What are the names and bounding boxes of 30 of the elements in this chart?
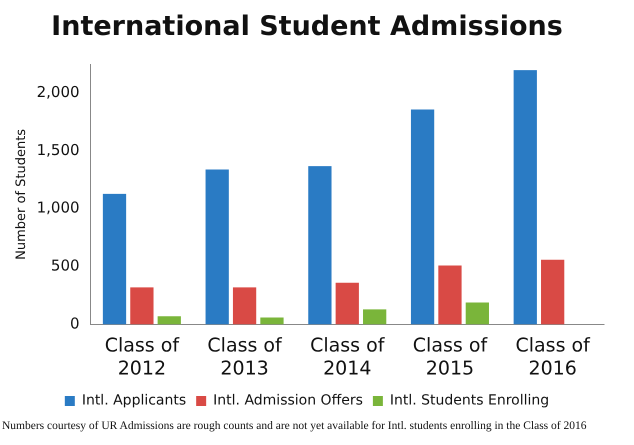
bar <box>130 287 154 324</box>
bar <box>541 260 564 324</box>
bar <box>438 265 462 324</box>
x-tick-label: Class of 2013 <box>207 334 284 380</box>
bar <box>260 317 284 324</box>
bar <box>363 309 386 324</box>
text: Numbers courtesy of UR Admissions are rough counts and are not yet available for Intl. students enrolling in the Class of 2016 <box>1 419 588 434</box>
y-tick-label: 500 <box>50 256 80 275</box>
bar <box>206 170 229 324</box>
chart-title: International Student Admissions <box>51 11 563 42</box>
x-tick-label: Class of 2014 <box>310 334 386 380</box>
y-tick-label: 1,000 <box>36 198 80 217</box>
legend-label: Intl. Students Enrolling <box>390 392 550 409</box>
y-tick-label: 2,000 <box>36 83 80 102</box>
bar <box>102 194 126 324</box>
x-tick-label: Class of 2015 <box>412 334 488 380</box>
bar <box>466 302 489 324</box>
bar <box>410 109 434 324</box>
bar <box>514 70 537 324</box>
y-tick-label: 0 <box>70 314 80 332</box>
bar <box>336 282 359 324</box>
x-tick-label: Class of 2016 <box>515 334 592 380</box>
x-tick-label: Class of 2012 <box>104 334 180 380</box>
bar <box>232 287 256 324</box>
legend-label: Intl. Admission Offers <box>213 392 363 409</box>
y-tick-label: 1,500 <box>36 140 80 159</box>
y-axis-title: Number of Students <box>14 128 30 260</box>
bar <box>158 316 181 324</box>
bar <box>308 166 332 324</box>
legend-label: Intl. Applicants <box>82 392 186 409</box>
